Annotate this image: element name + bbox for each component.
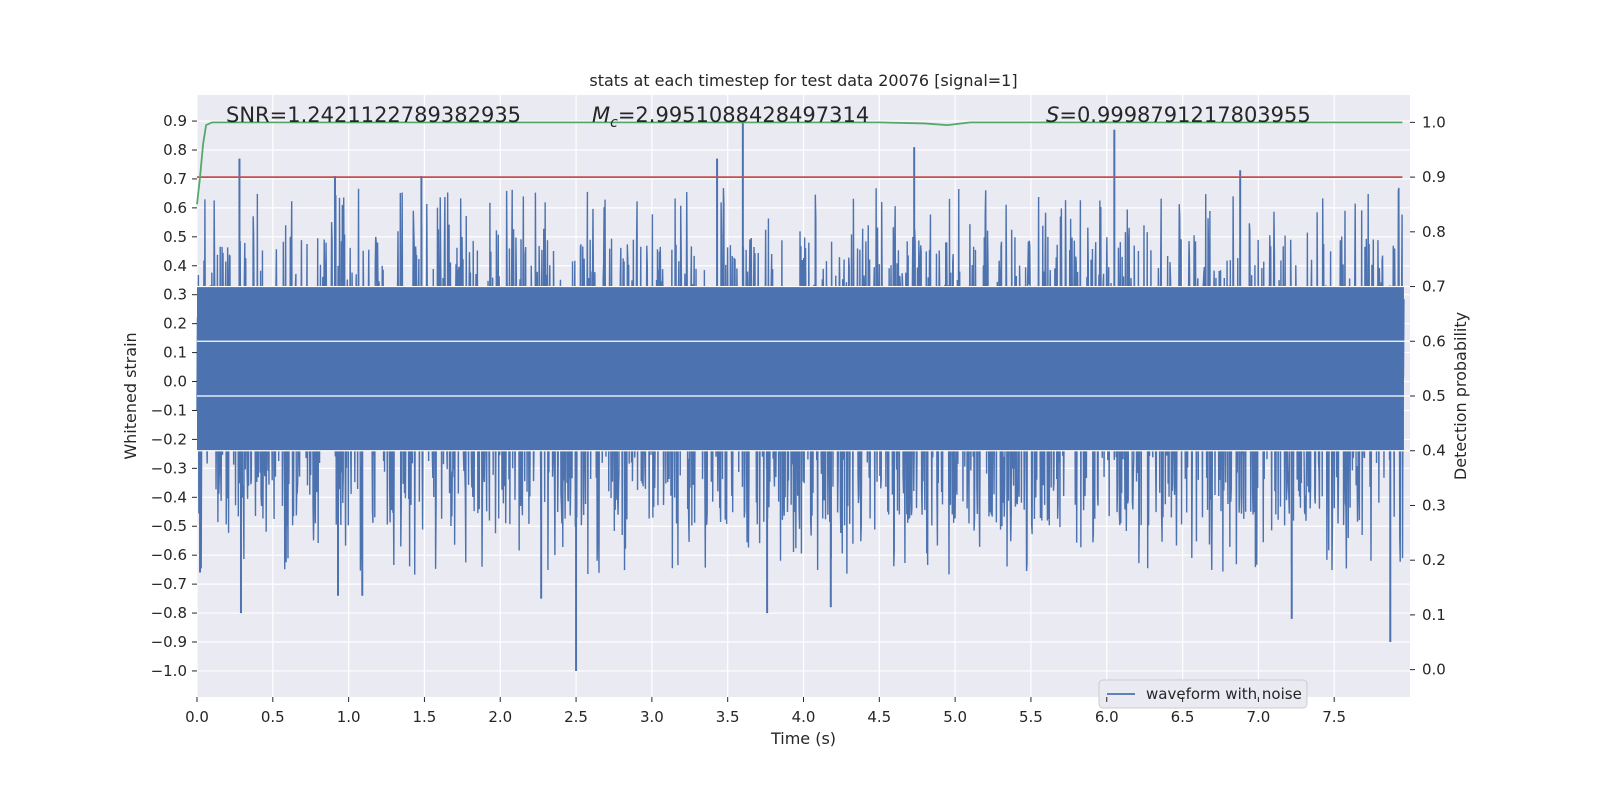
y-right-tick-label: 0.4 [1422,442,1446,460]
y-right-tick-label: 0.0 [1422,661,1446,679]
chirp-mass-subscript: c [610,115,618,131]
chirp-mass-value: =2.9951088428497314 [618,103,869,127]
y-right-tick-label: 0.3 [1422,496,1446,514]
y-left-tick-label: −0.8 [151,604,187,622]
x-tick-label: 7.0 [1246,708,1270,726]
snr-annotation: SNR=1.2421122789382935 [226,103,521,127]
y-right-tick-label: 0.1 [1422,606,1446,624]
x-tick-label: 3.0 [640,708,664,726]
x-tick-label: 7.5 [1322,708,1346,726]
y-right-tick-label: 0.2 [1422,551,1446,569]
y-right-tick-label: 1.0 [1422,113,1446,131]
y-left-tick-label: 0.3 [163,286,187,304]
y-left-tick-label: −0.6 [151,546,187,564]
y-left-tick-label: −0.5 [151,517,187,535]
y-left-tick-label: 0.7 [163,170,187,188]
detection-score-symbol: S [1046,103,1059,127]
y-right-tick-label: 0.5 [1422,387,1446,405]
y-left-tick-label: 0.2 [163,315,187,333]
y-left-tick-label: −0.9 [151,633,187,651]
y-left-tick-label: 0.6 [163,199,187,217]
y-left-tick-label: −0.4 [151,488,187,506]
y-left-tick-label: −0.7 [151,575,187,593]
x-tick-label: 6.5 [1171,708,1195,726]
x-tick-label: 4.5 [867,708,891,726]
y-axis-left-label: Whitened strain [121,332,140,459]
detection-score-value: =0.9998791217803955 [1059,103,1310,127]
x-tick-label: 2.5 [564,708,588,726]
legend-box [1098,679,1308,709]
detection-probability-line [196,121,1403,205]
x-tick-label: 4.0 [792,708,816,726]
plot-area [196,95,1410,697]
y-left-tick-label: 0.5 [163,228,187,246]
x-tick-label: 5.0 [943,708,967,726]
waveform-core-band [197,286,1404,451]
chirp-mass-annotation: Mc=2.9951088428497314 [592,103,869,131]
chirp-mass-symbol: M [592,103,610,127]
y-left-tick-label: −0.2 [151,430,187,448]
y-left-tick-label: 0.8 [163,141,187,159]
y-left-tick-label: 0.0 [163,373,187,391]
y-right-tick-label: 0.7 [1422,278,1446,296]
y-left-tick-label: −1.0 [151,662,187,680]
x-tick-label: 1.0 [337,708,361,726]
y-left-tick-label: 0.4 [163,257,187,275]
x-tick-label: 3.5 [716,708,740,726]
x-tick-label: 0.5 [261,708,285,726]
y-left-tick-label: −0.3 [151,459,187,477]
x-axis-label: Time (s) [770,729,836,748]
y-axis-right-label: Detection probability [1451,312,1470,480]
y-left-tick-label: 0.1 [163,344,187,362]
legend-label: waveform with noise [1146,685,1302,703]
x-tick-label: 6.0 [1095,708,1119,726]
y-right-tick-label: 0.9 [1422,168,1446,186]
y-left-tick-label: −0.1 [151,401,187,419]
x-tick-label: 1.5 [413,708,437,726]
chart-title: stats at each timestep for test data 200… [589,71,1017,90]
x-tick-label: 2.0 [488,708,512,726]
detection-score-annotation: S=0.9998791217803955 [1046,103,1311,127]
y-right-tick-label: 0.6 [1422,332,1446,350]
x-tick-label: 0.0 [185,708,209,726]
y-left-tick-label: 0.9 [163,112,187,130]
y-right-tick-label: 0.8 [1422,223,1446,241]
x-tick-label: 5.5 [1019,708,1043,726]
legend: waveform with noise [1098,679,1308,709]
